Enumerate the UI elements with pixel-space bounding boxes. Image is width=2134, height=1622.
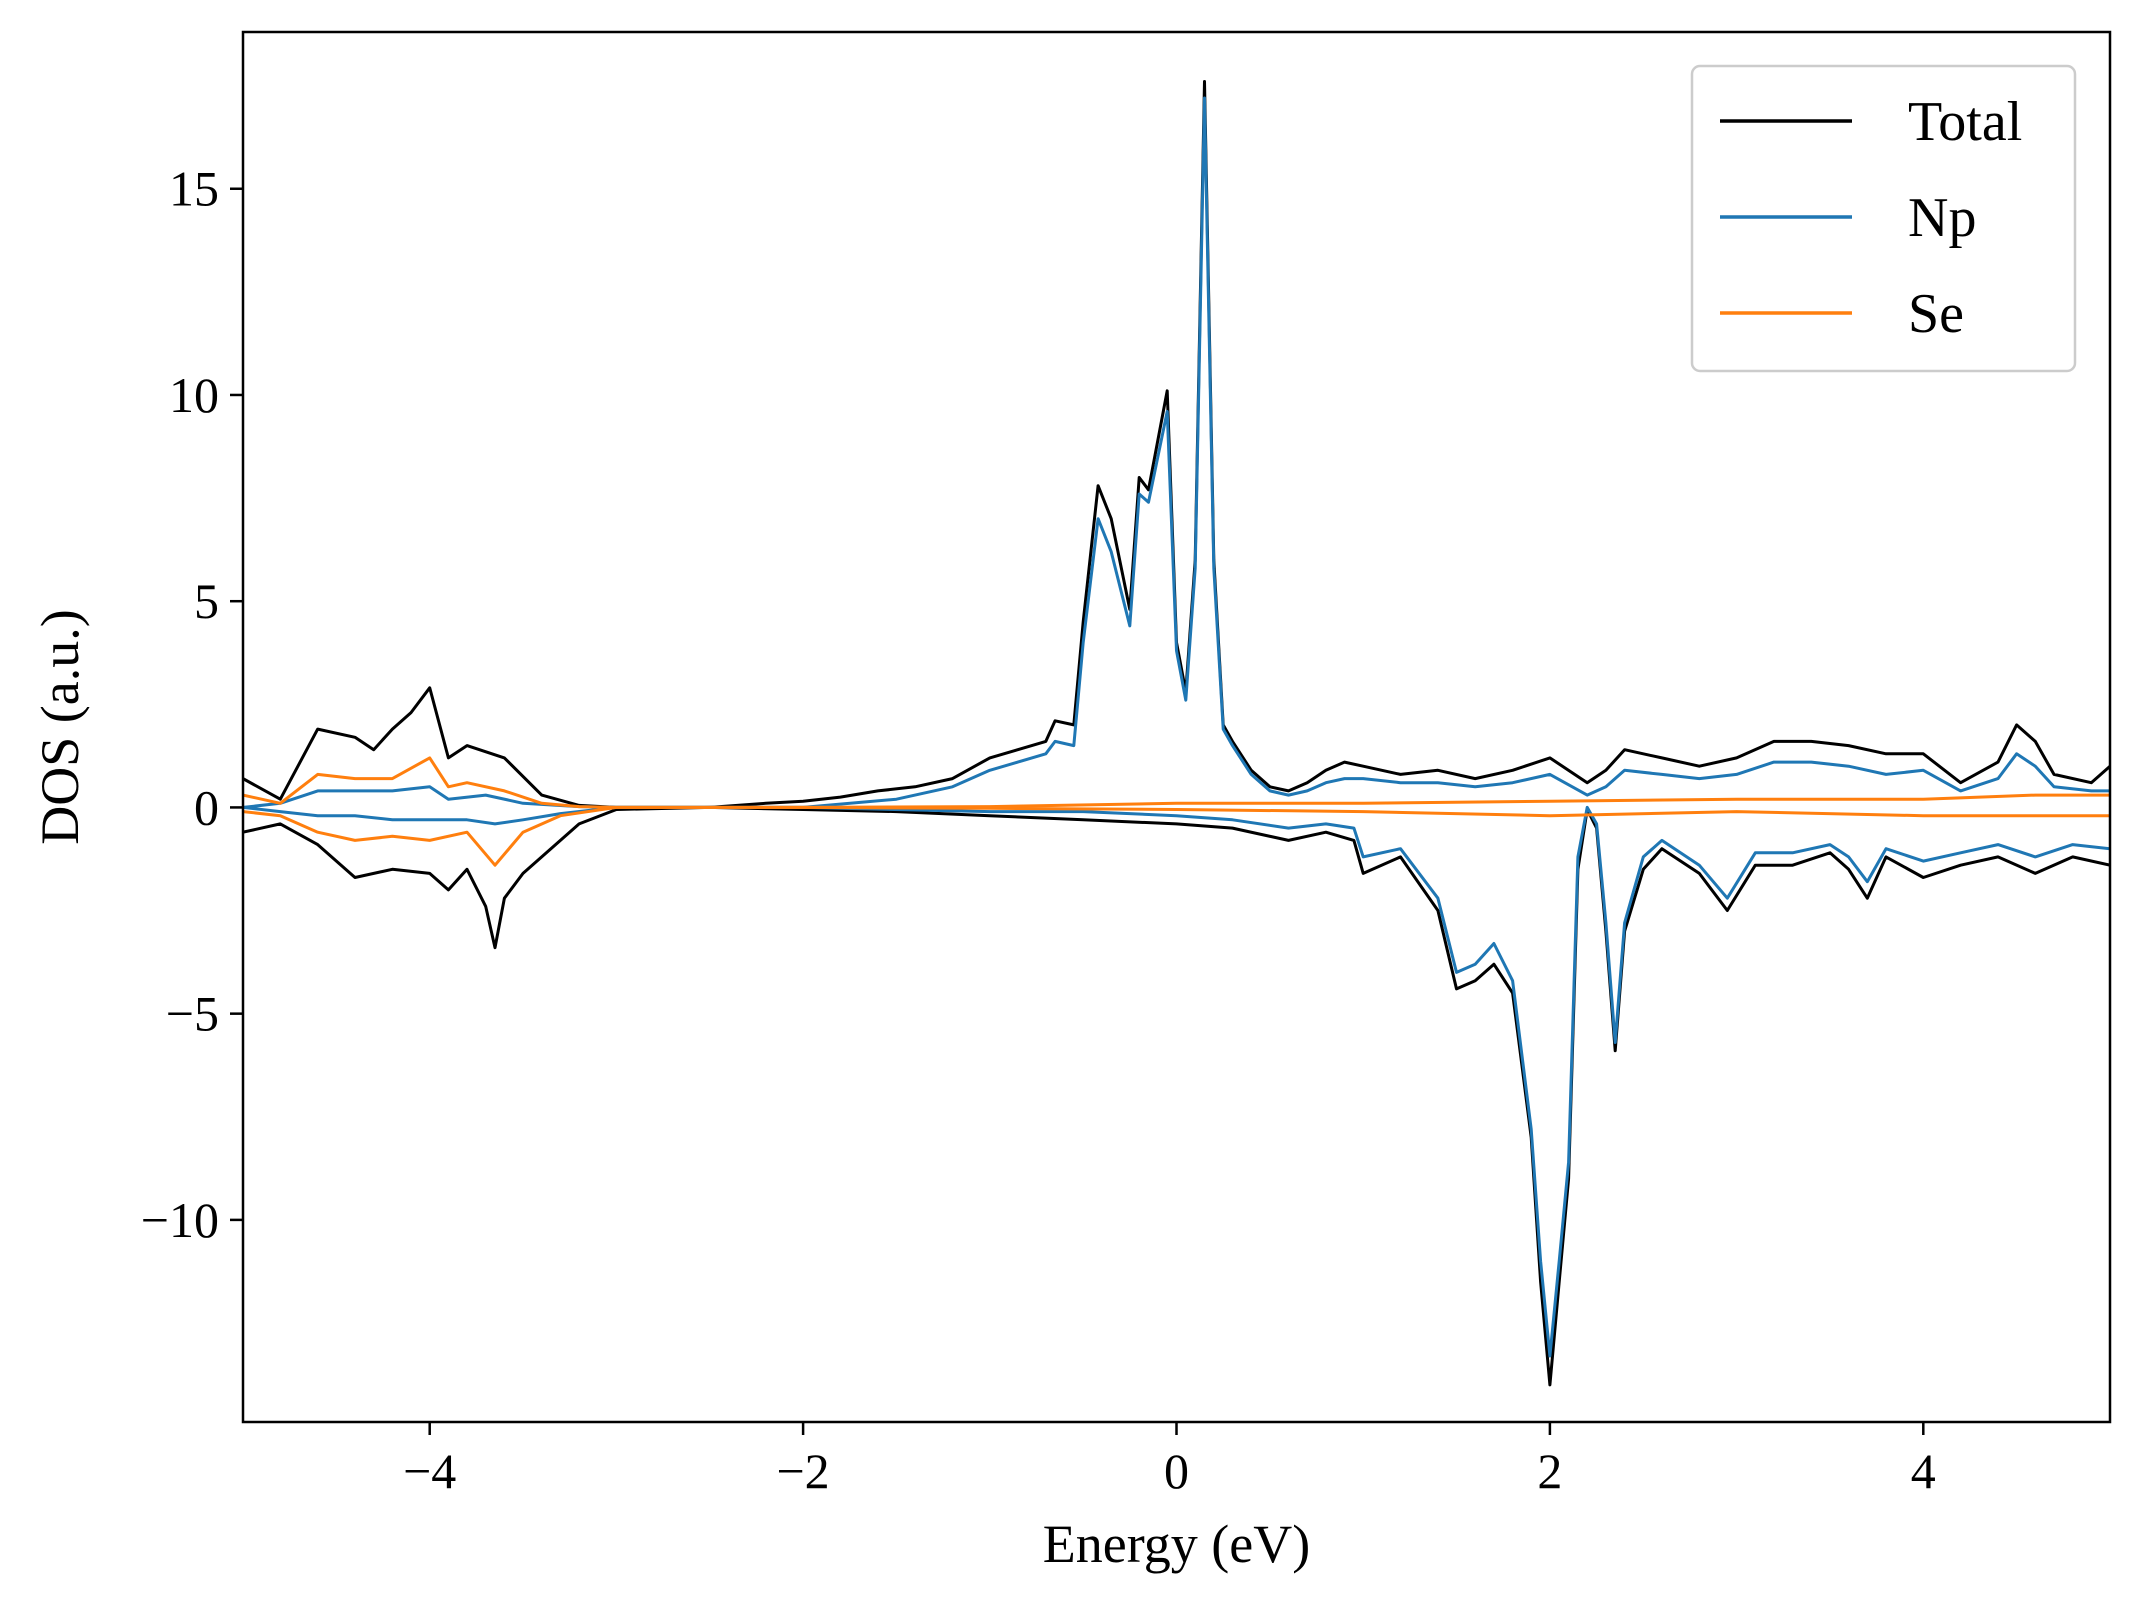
series-layer <box>243 80 2110 1387</box>
legend: Total Np Se <box>1690 64 2077 373</box>
series-line-se-up <box>243 756 2110 809</box>
x-tick-label: −2 <box>776 1443 829 1499</box>
legend-label-np: Np <box>1908 187 1976 249</box>
y-tick-label: 0 <box>194 779 219 835</box>
y-tick-label: 5 <box>194 573 219 629</box>
y-axis-label: DOS (a.u.) <box>30 609 90 844</box>
x-tick-label: 2 <box>1537 1443 1562 1499</box>
y-tick-label: −10 <box>141 1192 219 1248</box>
x-tick-label: 0 <box>1164 1443 1189 1499</box>
series-line-total-down <box>243 805 2110 1387</box>
x-tick-label: 4 <box>1911 1443 1936 1499</box>
legend-box <box>1690 64 2077 373</box>
y-axis-ticks: −10 −5 0 5 10 15 <box>141 161 243 1248</box>
y-tick-label: 15 <box>169 161 219 217</box>
legend-label-total: Total <box>1908 91 2022 153</box>
series-line-np-down <box>243 805 2110 1358</box>
x-axis-ticks: −4 −2 0 2 4 <box>403 1422 1936 1499</box>
y-tick-label: 10 <box>169 367 219 423</box>
series-line-se-down <box>243 805 2110 867</box>
x-tick-label: −4 <box>403 1443 456 1499</box>
x-axis-label: Energy (eV) <box>1043 1514 1310 1574</box>
legend-label-se: Se <box>1908 283 1964 345</box>
y-tick-label: −5 <box>166 986 219 1042</box>
